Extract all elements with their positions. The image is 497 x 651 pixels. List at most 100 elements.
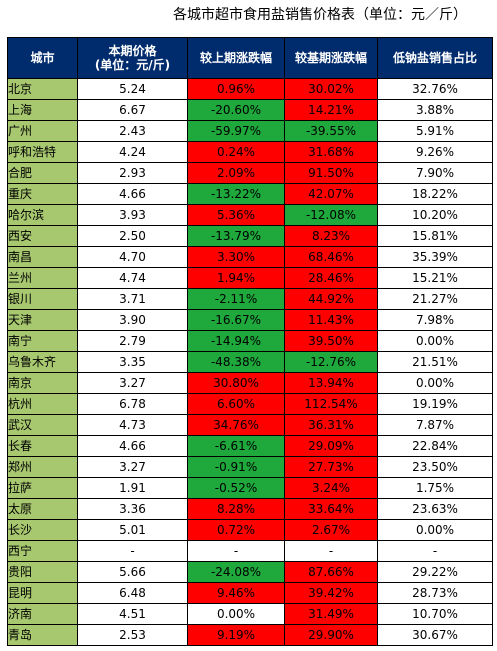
table-row: 合肥 2.93 2.09% 91.50% 7.90%: [7, 162, 493, 184]
row-change-base: -12.08%: [284, 204, 378, 226]
row-change-last: 9.46%: [187, 582, 285, 604]
table-row: 上海 6.67 -20.60% 14.21% 3.88%: [7, 99, 493, 121]
row-low-sodium: 21.27%: [377, 288, 493, 310]
row-city: 南京: [7, 372, 78, 394]
row-low-sodium: 29.22%: [377, 561, 493, 583]
row-low-sodium: -: [377, 540, 493, 562]
row-city: 北京: [7, 78, 78, 100]
table-row: 北京 5.24 0.96% 30.02% 32.76%: [7, 78, 493, 100]
row-change-last: -13.22%: [187, 183, 285, 205]
row-change-last: -0.52%: [187, 477, 285, 499]
row-change-base: 30.02%: [284, 78, 378, 100]
row-change-last: -59.97%: [187, 120, 285, 142]
table-row: 济南 4.51 0.00% 31.49% 10.70%: [7, 603, 493, 625]
row-low-sodium: 28.73%: [377, 582, 493, 604]
row-low-sodium: 9.26%: [377, 141, 493, 163]
row-change-base: 87.66%: [284, 561, 378, 583]
row-price: 6.78: [77, 393, 188, 415]
row-change-last: 8.28%: [187, 498, 285, 520]
row-change-base: 68.46%: [284, 246, 378, 268]
row-change-base: 112.54%: [284, 393, 378, 415]
row-price: 3.27: [77, 372, 188, 394]
row-low-sodium: 18.22%: [377, 183, 493, 205]
row-change-base: 27.73%: [284, 456, 378, 478]
row-low-sodium: 22.84%: [377, 435, 493, 457]
row-city: 天津: [7, 309, 78, 331]
row-price: 5.66: [77, 561, 188, 583]
row-price: 5.24: [77, 78, 188, 100]
row-city: 南昌: [7, 246, 78, 268]
table-row: 南京 3.27 30.80% 13.94% 0.00%: [7, 372, 493, 394]
row-change-base: 29.09%: [284, 435, 378, 457]
row-low-sodium: 32.76%: [377, 78, 493, 100]
row-low-sodium: 7.90%: [377, 162, 493, 184]
row-city: 郑州: [7, 456, 78, 478]
header-low-sodium-share: 低钠盐销售占比: [377, 37, 493, 79]
row-price: 4.74: [77, 267, 188, 289]
row-price: 3.71: [77, 288, 188, 310]
row-low-sodium: 0.00%: [377, 519, 493, 541]
row-price: 1.91: [77, 477, 188, 499]
row-change-base: 36.31%: [284, 414, 378, 436]
row-city: 乌鲁木齐: [7, 351, 78, 373]
row-change-last: 9.19%: [187, 624, 285, 646]
row-change-base: 33.64%: [284, 498, 378, 520]
row-change-last: -20.60%: [187, 99, 285, 121]
row-change-last: 34.76%: [187, 414, 285, 436]
row-price: 4.73: [77, 414, 188, 436]
row-change-last: -0.91%: [187, 456, 285, 478]
row-change-last: -: [187, 540, 285, 562]
salt-price-table: 城市 本期价格 (单位：元/斤) 较上期涨跌幅 较基期涨跌幅 低钠盐销售占比 北…: [7, 37, 493, 646]
row-low-sodium: 10.20%: [377, 204, 493, 226]
row-low-sodium: 5.91%: [377, 120, 493, 142]
row-price: 6.67: [77, 99, 188, 121]
table-row: 天津 3.90 -16.67% 11.43% 7.98%: [7, 309, 493, 331]
row-change-base: 2.67%: [284, 519, 378, 541]
row-change-base: 8.23%: [284, 225, 378, 247]
row-change-base: 3.24%: [284, 477, 378, 499]
row-low-sodium: 15.81%: [377, 225, 493, 247]
row-city: 西宁: [7, 540, 78, 562]
row-change-base: 42.07%: [284, 183, 378, 205]
row-city: 长春: [7, 435, 78, 457]
row-change-base: -: [284, 540, 378, 562]
row-change-base: 14.21%: [284, 99, 378, 121]
row-change-base: -12.76%: [284, 351, 378, 373]
table-row: 南宁 2.79 -14.94% 39.50% 0.00%: [7, 330, 493, 352]
row-change-last: 0.96%: [187, 78, 285, 100]
header-current-price: 本期价格 (单位：元/斤): [77, 37, 188, 79]
row-change-base: 13.94%: [284, 372, 378, 394]
row-low-sodium: 19.19%: [377, 393, 493, 415]
table-row: 西安 2.50 -13.79% 8.23% 15.81%: [7, 225, 493, 247]
row-price: 3.27: [77, 456, 188, 478]
row-change-last: -13.79%: [187, 225, 285, 247]
row-city: 呼和浩特: [7, 141, 78, 163]
row-price: 4.66: [77, 183, 188, 205]
row-city: 青岛: [7, 624, 78, 646]
header-change-vs-last: 较上期涨跌幅: [187, 37, 285, 79]
row-city: 西安: [7, 225, 78, 247]
row-change-last: -6.61%: [187, 435, 285, 457]
row-low-sodium: 35.39%: [377, 246, 493, 268]
row-change-last: 30.80%: [187, 372, 285, 394]
table-row: 昆明 6.48 9.46% 39.42% 28.73%: [7, 582, 493, 604]
row-price: 2.43: [77, 120, 188, 142]
row-price: 2.93: [77, 162, 188, 184]
table-row: 广州 2.43 -59.97% -39.55% 5.91%: [7, 120, 493, 142]
row-price: 4.51: [77, 603, 188, 625]
row-change-last: -2.11%: [187, 288, 285, 310]
row-price: 2.50: [77, 225, 188, 247]
table-row: 兰州 4.74 1.94% 28.46% 15.21%: [7, 267, 493, 289]
table-row: 武汉 4.73 34.76% 36.31% 7.87%: [7, 414, 493, 436]
row-city: 兰州: [7, 267, 78, 289]
row-price: 4.24: [77, 141, 188, 163]
table-row: 长沙 5.01 0.72% 2.67% 0.00%: [7, 519, 493, 541]
row-change-base: 11.43%: [284, 309, 378, 331]
row-city: 南宁: [7, 330, 78, 352]
row-low-sodium: 30.67%: [377, 624, 493, 646]
header-city: 城市: [7, 37, 78, 79]
row-change-base: 28.46%: [284, 267, 378, 289]
row-low-sodium: 0.00%: [377, 372, 493, 394]
row-low-sodium: 7.87%: [377, 414, 493, 436]
row-change-base: 31.49%: [284, 603, 378, 625]
